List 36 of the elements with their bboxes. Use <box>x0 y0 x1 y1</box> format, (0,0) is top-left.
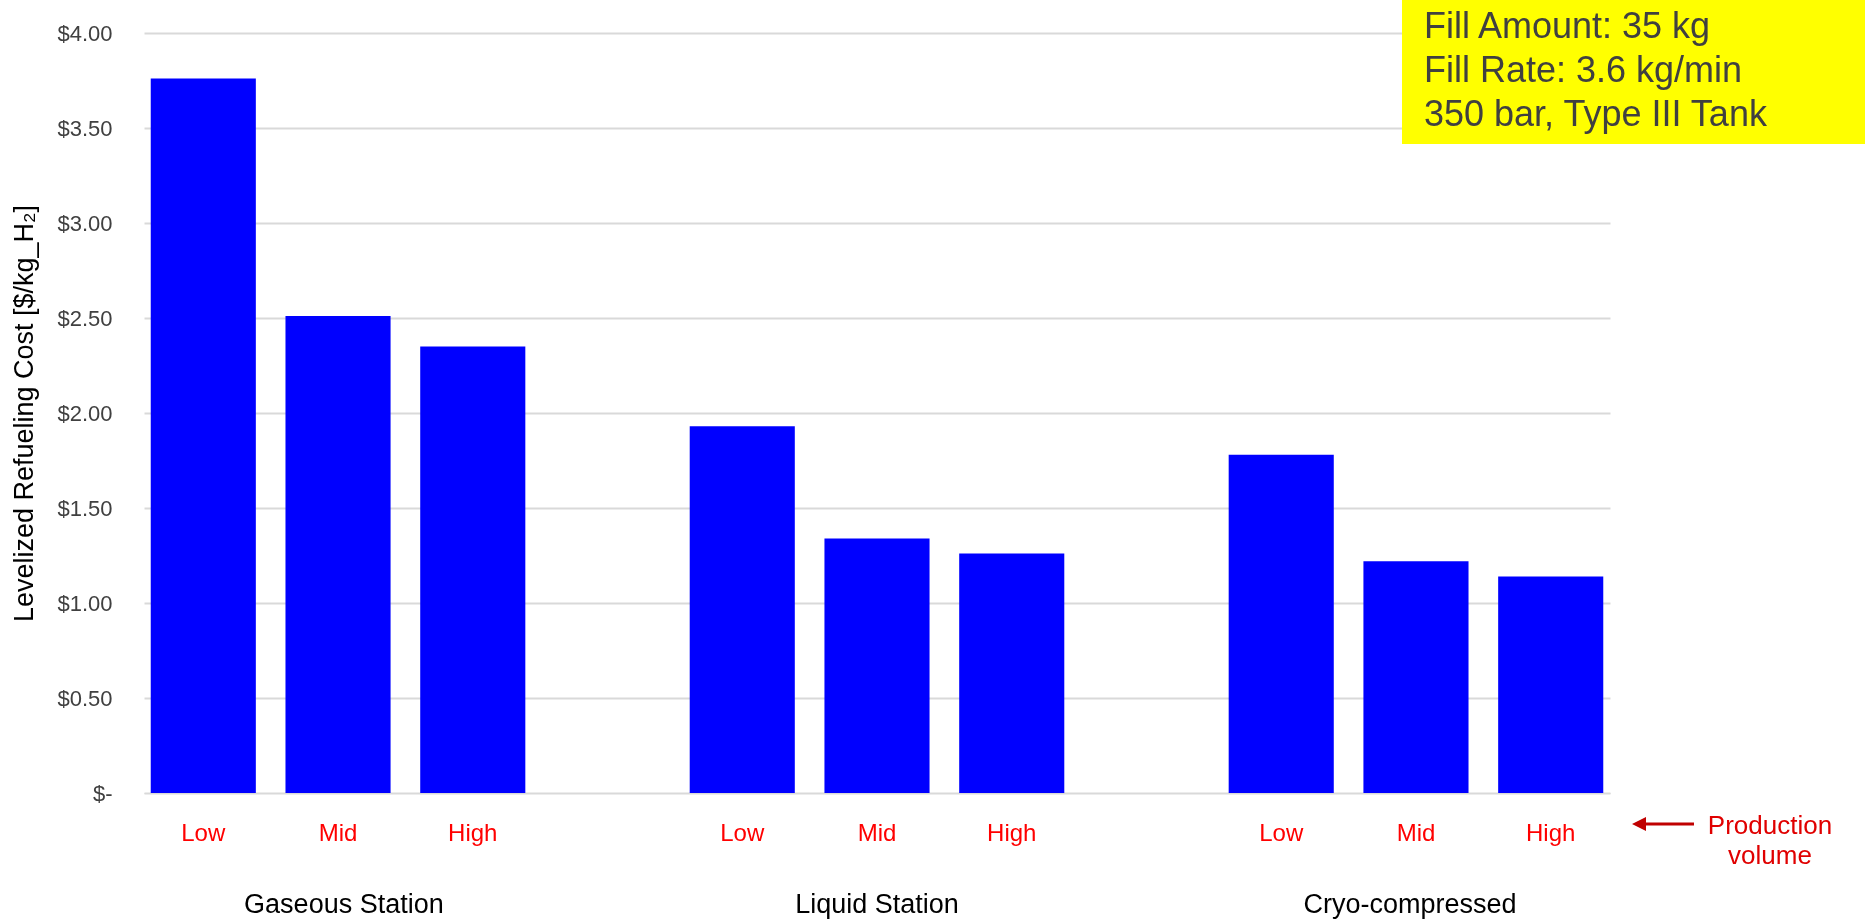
y-tick-label: $3.00 <box>57 210 113 236</box>
y-tick-label: $- <box>92 780 113 806</box>
x-tick-label: High <box>1526 818 1576 846</box>
y-axis-title: Levelized Refueling Cost [$/kg_H₂] <box>9 204 40 623</box>
y-tick-label: $2.50 <box>57 305 113 331</box>
bar <box>420 346 526 793</box>
annotation: Fill Amount: 35 kg <box>1424 4 1712 48</box>
x-tick-label: Mid <box>318 818 358 846</box>
y-tick-label: $3.50 <box>57 115 113 141</box>
bar <box>1498 576 1604 793</box>
y-tick-label: $1.00 <box>57 590 113 616</box>
y-tick-label: $1.50 <box>57 495 113 521</box>
y-tick-label: $4.00 <box>57 20 113 46</box>
x-tick-label: Low <box>720 818 765 846</box>
bar <box>959 553 1065 793</box>
x-tick-label: High <box>987 818 1037 846</box>
annotation: Fill Rate: 3.6 kg/min <box>1424 48 1744 92</box>
x-tick-label: Mid <box>1396 818 1436 846</box>
text: Liquid Station <box>795 889 959 919</box>
bar <box>689 426 795 793</box>
text: Cryo-compressed <box>1303 889 1517 919</box>
y-tick-label: $0.50 <box>57 685 113 711</box>
text: Gaseous Station <box>244 889 444 919</box>
text: Production volume <box>1706 810 1834 870</box>
bar <box>285 316 391 793</box>
bar <box>150 78 256 793</box>
bar <box>1228 454 1334 793</box>
x-tick-label: Low <box>1259 818 1304 846</box>
bar <box>1363 561 1469 793</box>
y-tick-label: $2.00 <box>57 400 113 426</box>
annotation: 350 bar, Type III Tank <box>1424 92 1768 136</box>
x-tick-label: High <box>448 818 498 846</box>
bar <box>824 538 930 793</box>
x-tick-label: Low <box>181 818 226 846</box>
x-tick-label: Mid <box>857 818 897 846</box>
note-box: Fill Amount: 35 kg Fill Rate: 3.6 kg/min 350 bar, Type III Tank <box>1402 0 1865 144</box>
